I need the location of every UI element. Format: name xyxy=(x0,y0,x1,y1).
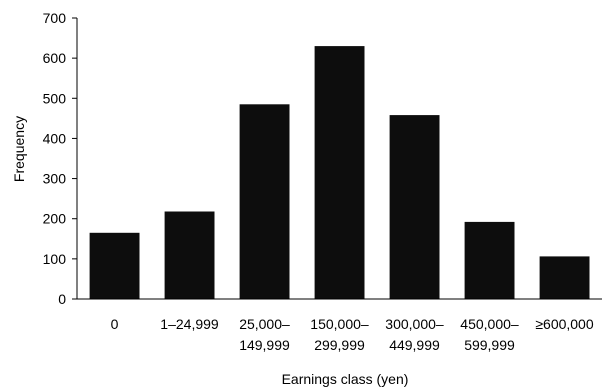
x-tick-label: 1–24,999 xyxy=(160,316,219,332)
bar xyxy=(315,46,365,299)
bars-group xyxy=(90,46,590,299)
x-tick-label-line: 25,000– xyxy=(239,316,290,332)
bar xyxy=(390,115,440,299)
y-tick-label: 0 xyxy=(58,291,66,307)
x-tick-label-line: 599,999 xyxy=(464,337,515,353)
x-tick-label-line: 449,999 xyxy=(389,337,440,353)
bar xyxy=(540,256,590,299)
x-tick-label: 300,000– 449,999 xyxy=(385,316,444,353)
bar xyxy=(465,222,515,299)
x-tick-label-line: 1–24,999 xyxy=(160,316,219,332)
y-axis-ticks: 0 100 200 300 400 500 600 700 xyxy=(43,10,77,307)
x-tick-label: 150,000– 299,999 xyxy=(310,316,369,353)
x-tick-label: 450,000– 599,999 xyxy=(460,316,519,353)
y-tick-label: 700 xyxy=(43,10,67,26)
x-tick-label: 25,000– 149,999 xyxy=(239,316,290,353)
y-tick-label: 100 xyxy=(43,251,67,267)
y-tick-label: 400 xyxy=(43,130,67,146)
x-tick-label-line: 299,999 xyxy=(314,337,365,353)
bar xyxy=(240,104,290,299)
x-tick-label: 0 xyxy=(111,316,119,332)
y-tick-label: 200 xyxy=(43,211,67,227)
y-tick-label: 500 xyxy=(43,90,67,106)
x-tick-label-line: 0 xyxy=(111,316,119,332)
y-tick-label: 600 xyxy=(43,50,67,66)
y-axis-title: Frequency xyxy=(11,116,27,182)
x-axis-title: Earnings class (yen) xyxy=(282,371,409,387)
x-tick-label-line: 450,000– xyxy=(460,316,519,332)
x-tick-label: ≥600,000 xyxy=(535,316,594,332)
bar xyxy=(165,212,215,300)
x-tick-label-line: 300,000– xyxy=(385,316,444,332)
x-tick-label-line: 149,999 xyxy=(239,337,290,353)
x-axis-ticks: 0 1–24,999 25,000– 149,999 150,000– 299,999 30… xyxy=(111,316,594,353)
x-tick-label-line: ≥600,000 xyxy=(535,316,594,332)
y-tick-label: 300 xyxy=(43,171,67,187)
bar xyxy=(90,233,140,299)
x-tick-label-line: 150,000– xyxy=(310,316,369,332)
